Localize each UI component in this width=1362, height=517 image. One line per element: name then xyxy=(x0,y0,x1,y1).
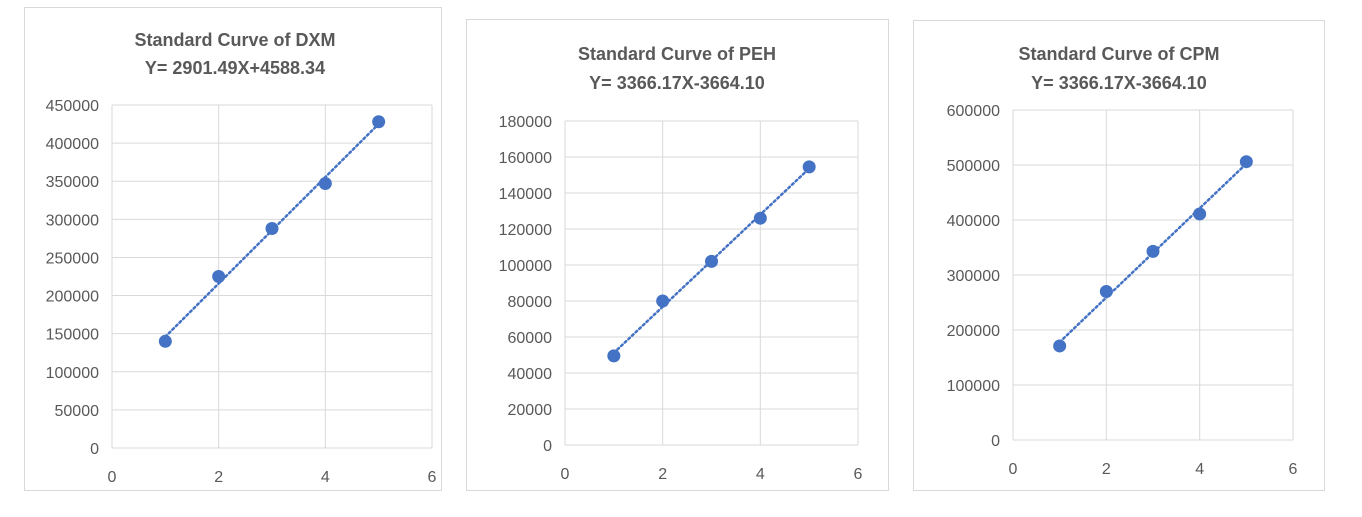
y-tick-label: 100000 xyxy=(46,365,99,382)
y-tick-label: 300000 xyxy=(947,268,1000,285)
data-point xyxy=(1193,207,1207,221)
y-tick-label: 300000 xyxy=(46,212,99,229)
chart-panel-dxm: Standard Curve of DXM Y= 2901.49X+4588.3… xyxy=(24,7,442,491)
y-tick-label: 450000 xyxy=(46,98,99,115)
chart-title: Standard Curve of DXM xyxy=(134,30,335,50)
data-point xyxy=(212,270,226,283)
data-point xyxy=(1146,244,1160,258)
y-tick-label: 20000 xyxy=(508,402,553,419)
x-tick-label: 2 xyxy=(658,466,667,483)
data-point xyxy=(753,211,767,225)
y-tick-label: 200000 xyxy=(46,289,99,306)
data-point xyxy=(656,294,670,308)
y-tick-label: 200000 xyxy=(947,323,1000,340)
data-point xyxy=(1099,285,1113,298)
chart-svg-cpm: Standard Curve of CPM Y= 3366.17X-3664.1… xyxy=(947,44,1298,478)
chart-subtitle: Y= 3366.17X-3664.10 xyxy=(1031,73,1207,93)
chart-panel-cpm: Standard Curve of CPM Y= 3366.17X-3664.1… xyxy=(913,20,1325,491)
data-point xyxy=(607,349,621,363)
y-tick-label: 400000 xyxy=(46,136,99,153)
x-tick-label: 4 xyxy=(321,469,330,486)
y-tick-label: 160000 xyxy=(499,150,552,167)
x-tick-label: 4 xyxy=(1195,461,1204,478)
chart-panel-peh: Standard Curve of PEH Y= 3366.17X-3664.1… xyxy=(466,19,889,491)
x-tick-label: 6 xyxy=(428,469,437,486)
y-tick-label: 400000 xyxy=(947,213,1000,230)
x-tick-label: 2 xyxy=(1102,461,1111,478)
data-point xyxy=(265,221,279,235)
chart-svg-peh: Standard Curve of PEH Y= 3366.17X-3664.1… xyxy=(499,44,863,483)
y-tick-label: 0 xyxy=(991,433,1000,450)
chart-title: Standard Curve of PEH xyxy=(578,44,776,64)
x-tick-label: 6 xyxy=(1289,461,1298,478)
y-tick-label: 50000 xyxy=(55,403,100,420)
y-tick-label: 80000 xyxy=(508,294,553,311)
y-tick-label: 100000 xyxy=(499,258,552,275)
chart-svg-dxm: Standard Curve of DXM Y= 2901.49X+4588.3… xyxy=(46,30,437,486)
y-tick-label: 60000 xyxy=(508,330,553,347)
data-point xyxy=(318,177,332,191)
x-tick-label: 6 xyxy=(854,466,863,483)
y-tick-label: 140000 xyxy=(499,186,552,203)
y-tick-label: 180000 xyxy=(499,114,552,131)
x-tick-label: 0 xyxy=(561,466,570,483)
x-tick-label: 0 xyxy=(108,469,117,486)
y-tick-label: 40000 xyxy=(508,366,553,383)
x-tick-label: 4 xyxy=(756,466,765,483)
y-tick-label: 250000 xyxy=(46,250,99,267)
chart-subtitle: Y= 2901.49X+4588.34 xyxy=(145,58,325,78)
y-tick-label: 150000 xyxy=(46,327,99,344)
y-tick-label: 350000 xyxy=(46,174,99,191)
data-point xyxy=(1053,339,1067,353)
chart-subtitle: Y= 3366.17X-3664.10 xyxy=(589,73,765,93)
y-tick-label: 0 xyxy=(90,441,99,458)
y-tick-label: 120000 xyxy=(499,222,552,239)
x-tick-label: 2 xyxy=(214,469,223,486)
y-tick-label: 0 xyxy=(543,438,552,455)
data-point xyxy=(1239,155,1253,169)
x-tick-label: 0 xyxy=(1009,461,1018,478)
data-point xyxy=(705,254,718,268)
data-point xyxy=(158,334,172,348)
data-point xyxy=(372,115,386,129)
chart-title: Standard Curve of CPM xyxy=(1018,44,1219,64)
y-tick-label: 600000 xyxy=(947,103,1000,120)
y-tick-label: 500000 xyxy=(947,158,1000,175)
y-tick-label: 100000 xyxy=(947,378,1000,395)
data-point xyxy=(802,160,816,174)
